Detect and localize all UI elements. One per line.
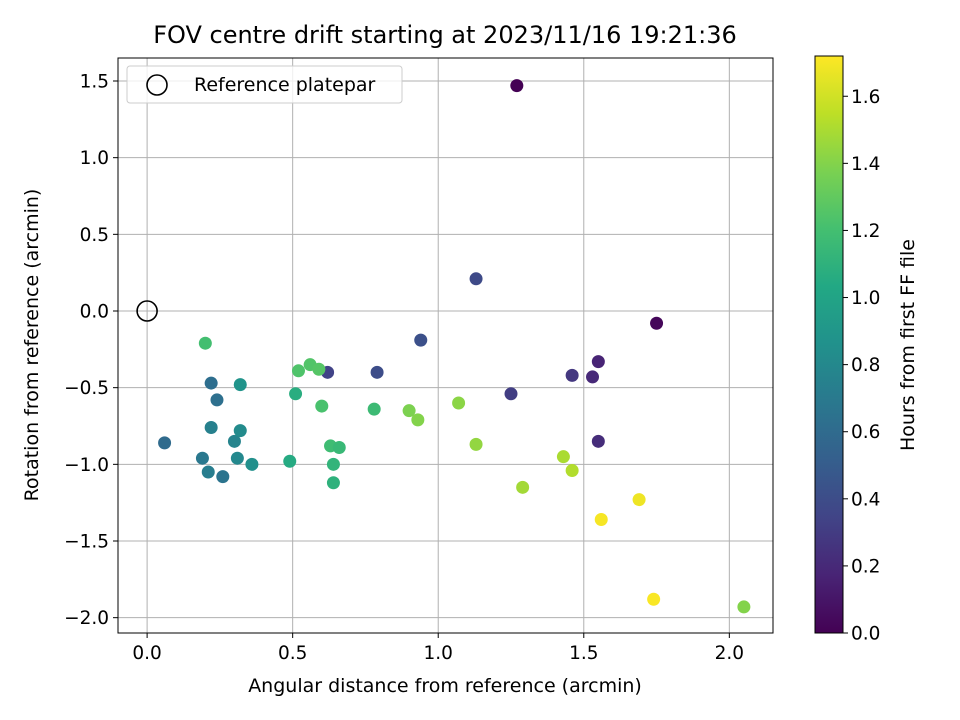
plot-frame xyxy=(117,57,774,634)
legend-frame xyxy=(126,65,403,104)
scatter-point xyxy=(210,393,224,407)
scatter-point xyxy=(510,79,524,93)
scatter-point xyxy=(591,355,605,369)
scatter-point xyxy=(201,465,215,479)
scatter-point xyxy=(204,376,218,390)
colorbar-gradient xyxy=(814,55,844,634)
data-points xyxy=(136,79,751,614)
x-tick-label: 1.5 xyxy=(569,643,598,664)
scatter-point xyxy=(632,493,646,507)
legend: Reference platepar xyxy=(126,65,403,104)
colorbar-tick-label: 0.8 xyxy=(851,355,880,376)
scatter-point xyxy=(233,424,247,438)
scatter-point xyxy=(158,436,172,450)
legend-marker-icon xyxy=(146,74,168,96)
scatter-point xyxy=(216,470,230,484)
y-tick-label: −0.5 xyxy=(64,378,109,399)
scatter-point xyxy=(230,451,244,465)
colorbar-tick-label: 0.0 xyxy=(851,624,880,645)
legend-label: Reference platepar xyxy=(194,74,376,96)
scatter-point xyxy=(556,450,570,464)
x-tick-label: 2.0 xyxy=(715,643,744,664)
colorbar: 0.0 0.2 0.4 0.6 0.8 1.0 1.2 1.4 1.6 Hours from f… xyxy=(814,55,919,645)
scatter-point xyxy=(647,592,661,606)
y-tick-label: −1.0 xyxy=(64,455,109,476)
scatter-point xyxy=(504,387,518,401)
y-axis-label: Rotation from reference (arcmin) xyxy=(21,189,43,502)
reference-marker xyxy=(136,300,158,322)
scatter-point xyxy=(332,440,346,454)
scatter-point xyxy=(565,463,579,477)
y-tick-label: 0.5 xyxy=(80,225,109,246)
scatter-point xyxy=(650,316,664,330)
y-axis-ticks: 1.5 1.0 0.5 0.0 −0.5 −1.0 −1.5 −2.0 xyxy=(64,72,118,629)
chart-title: FOV centre drift starting at 2023/11/16 … xyxy=(153,21,737,49)
scatter-point xyxy=(233,378,247,392)
colorbar-tick-label: 0.6 xyxy=(851,422,880,443)
scatter-point xyxy=(402,404,416,418)
y-tick-label: 1.0 xyxy=(80,148,109,169)
x-axis-label: Angular distance from reference (arcmin) xyxy=(248,675,642,697)
colorbar-tick-label: 1.2 xyxy=(851,221,880,242)
scatter-point xyxy=(594,513,608,527)
x-tick-label: 0.0 xyxy=(132,643,161,664)
y-tick-label: 0.0 xyxy=(80,302,109,323)
scatter-point xyxy=(291,364,305,378)
x-axis-ticks: 0.0 0.5 1.0 1.5 2.0 xyxy=(132,633,744,664)
scatter-point xyxy=(227,434,241,448)
scatter-point xyxy=(195,451,209,465)
colorbar-tick-label: 0.2 xyxy=(851,556,880,577)
scatter-point xyxy=(452,396,466,410)
y-tick-label: −2.0 xyxy=(64,608,109,629)
scatter-point xyxy=(411,413,425,427)
scatter-point xyxy=(367,402,381,416)
colorbar-tick-label: 1.4 xyxy=(851,154,880,175)
scatter-point xyxy=(469,437,483,451)
colorbar-tick-label: 1.6 xyxy=(851,87,880,108)
scatter-point xyxy=(283,454,297,468)
colorbar-tick-label: 1.0 xyxy=(851,288,880,309)
scatter-point xyxy=(565,368,579,382)
colorbar-tick-label: 0.4 xyxy=(851,489,880,510)
y-tick-label: 1.5 xyxy=(80,72,109,93)
scatter-point xyxy=(737,600,751,614)
scatter-point xyxy=(516,480,530,494)
scatter-point xyxy=(469,272,483,286)
scatter-point xyxy=(204,421,218,435)
colorbar-label: Hours from first FF file xyxy=(897,239,919,451)
scatter-point xyxy=(591,434,605,448)
scatter-point xyxy=(586,370,600,384)
scatter-point xyxy=(315,399,329,413)
scatter-point xyxy=(198,336,212,350)
y-tick-label: −1.5 xyxy=(64,532,109,553)
x-tick-label: 0.5 xyxy=(278,643,307,664)
scatter-point xyxy=(245,457,259,471)
grid-lines xyxy=(118,58,773,633)
scatter-point xyxy=(326,476,340,490)
scatter-point xyxy=(312,362,326,376)
scatter-point xyxy=(289,387,303,401)
scatter-point xyxy=(370,365,384,379)
scatter-point xyxy=(326,457,340,471)
x-tick-label: 1.0 xyxy=(424,643,453,664)
colorbar-ticks: 0.0 0.2 0.4 0.6 0.8 1.0 1.2 1.4 1.6 xyxy=(843,87,880,645)
scatter-point xyxy=(414,333,428,347)
